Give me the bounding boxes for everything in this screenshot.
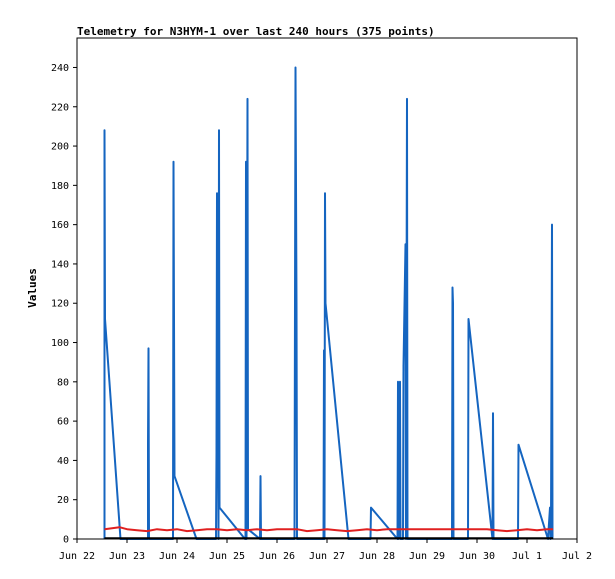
x-tick-label: Jun 22 (59, 551, 95, 562)
series-layer (103, 66, 554, 540)
y-tick-label: 40 (57, 456, 69, 467)
y-tick-label: 80 (57, 377, 69, 388)
x-tick-label: Jun 30 (459, 551, 495, 562)
x-tick-label: Jun 27 (309, 551, 345, 562)
y-tick-label: 60 (57, 417, 69, 428)
x-axis: Jun 22 Jun 23 Jun 24 Jun 25 Jun 26 Jun 27 Jun … (59, 539, 592, 562)
x-tick-label: Jul 2 (562, 551, 592, 562)
x-tick-label: Jun 25 (209, 551, 245, 562)
series-line-1 (104, 526, 553, 533)
y-tick-label: 20 (57, 495, 69, 506)
plot-frame (76, 37, 578, 540)
y-axis-label: Values (26, 268, 39, 308)
y-tick-label: 140 (51, 259, 69, 270)
y-tick-label: 100 (51, 338, 69, 349)
x-tick-label: Jun 26 (259, 551, 295, 562)
y-axis: 0 20 40 60 80 100 120 140 160 180 200 220 240 (51, 63, 77, 546)
y-tick-label: 180 (51, 181, 69, 192)
y-tick-label: 220 (51, 102, 69, 113)
chart-title: Telemetry for N3HYM-1 over last 240 hour… (77, 25, 435, 38)
y-tick-label: 120 (51, 299, 69, 310)
y-tick-label: 0 (63, 535, 69, 546)
y-tick-label: 200 (51, 142, 69, 153)
x-tick-label: Jul 1 (512, 551, 542, 562)
x-tick-label: Jun 28 (359, 551, 395, 562)
y-tick-label: 160 (51, 220, 69, 231)
x-tick-label: Jun 23 (109, 551, 145, 562)
x-tick-label: Jun 29 (409, 551, 445, 562)
x-tick-label: Jun 24 (159, 551, 195, 562)
series-line-0 (103, 66, 554, 540)
y-tick-label: 240 (51, 63, 69, 74)
